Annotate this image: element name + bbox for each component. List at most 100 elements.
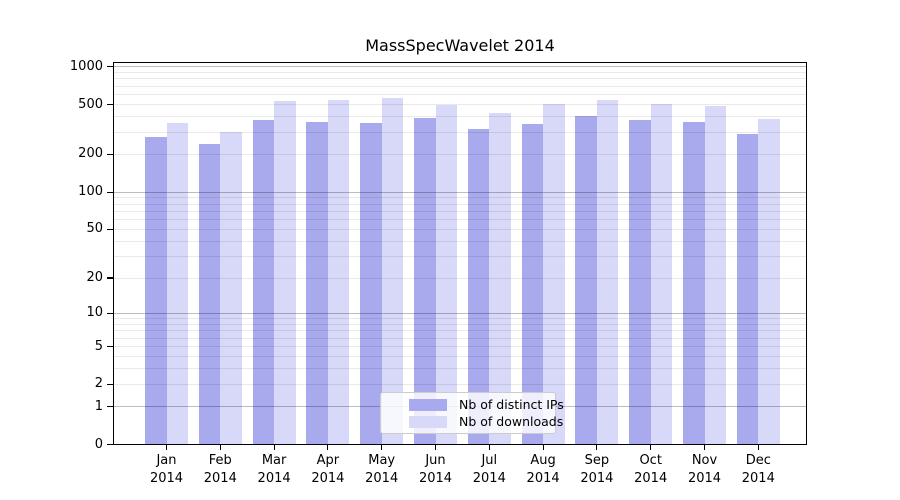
x-tick-label: Sep 2014 bbox=[567, 452, 627, 488]
x-tick-month: Dec bbox=[745, 453, 771, 468]
y-tick-mark bbox=[107, 228, 113, 231]
bar-distinct-ips bbox=[683, 121, 705, 445]
y-tick-label: 20 bbox=[86, 270, 103, 285]
bar-distinct-ips bbox=[629, 119, 651, 445]
x-tick-label: Jun 2014 bbox=[406, 452, 466, 488]
y-tick-mark bbox=[107, 312, 113, 314]
x-tick-year: 2014 bbox=[634, 471, 668, 486]
x-tick-month: Feb bbox=[208, 453, 232, 468]
x-tick-label: Jan 2014 bbox=[137, 452, 197, 488]
x-tick-mark bbox=[273, 445, 275, 450]
y-tick-mark bbox=[107, 153, 113, 156]
bar-distinct-ips bbox=[414, 118, 436, 445]
legend-swatch-distinct-ips bbox=[409, 399, 447, 411]
bar-distinct-ips bbox=[360, 123, 382, 445]
x-tick-year: 2014 bbox=[418, 471, 453, 486]
bar-distinct-ips bbox=[467, 129, 490, 445]
y-tick-label: 100 bbox=[78, 184, 103, 200]
y-tick-label: 0 bbox=[94, 436, 103, 452]
y-tick-mark bbox=[107, 345, 113, 348]
x-tick-month: Nov bbox=[691, 453, 718, 468]
bar-downloads bbox=[274, 100, 296, 445]
bar-downloads bbox=[650, 104, 673, 445]
y-tick-mark bbox=[107, 277, 113, 279]
x-tick-month: Aug bbox=[530, 453, 556, 468]
x-tick-label: Oct 2014 bbox=[621, 452, 681, 488]
x-tick-year: 2014 bbox=[203, 471, 237, 486]
y-tick-mark bbox=[107, 405, 113, 408]
y-tick-label: 1 bbox=[94, 398, 103, 414]
bar-distinct-ips bbox=[575, 116, 597, 445]
x-tick-year: 2014 bbox=[580, 471, 614, 486]
minor-gridline bbox=[114, 116, 806, 118]
x-tick-year: 2014 bbox=[149, 471, 184, 486]
bar-distinct-ips bbox=[252, 119, 275, 445]
x-tick-mark bbox=[488, 445, 490, 450]
y-tick-mark bbox=[107, 66, 113, 68]
x-tick-month: May bbox=[368, 453, 396, 468]
x-tick-label: Feb 2014 bbox=[190, 452, 250, 488]
x-tick-mark bbox=[165, 445, 168, 450]
y-tick-mark bbox=[107, 383, 113, 385]
bar-downloads bbox=[489, 112, 511, 445]
bar-downloads bbox=[758, 119, 780, 445]
x-tick-mark bbox=[381, 445, 383, 450]
bar-downloads bbox=[166, 123, 188, 445]
bar-downloads bbox=[220, 131, 242, 445]
x-tick-year: 2014 bbox=[365, 471, 399, 486]
y-tick-label: 1000 bbox=[69, 58, 103, 74]
bar-distinct-ips bbox=[521, 124, 544, 445]
bar-distinct-ips bbox=[145, 136, 167, 445]
x-tick-label: Jul 2014 bbox=[459, 452, 519, 488]
x-tick-month: Oct bbox=[639, 453, 662, 468]
legend-label-downloads: Nb of downloads bbox=[459, 414, 564, 429]
y-tick-label: 5 bbox=[94, 338, 103, 354]
bar-downloads bbox=[596, 99, 619, 445]
x-tick-mark bbox=[542, 445, 544, 450]
bar-distinct-ips bbox=[736, 134, 759, 445]
minor-gridline bbox=[114, 104, 806, 106]
legend-label-distinct-ips: Nb of distinct IPs bbox=[459, 397, 564, 412]
y-tick-label: 500 bbox=[78, 96, 103, 112]
y-tick-mark bbox=[107, 443, 113, 446]
chart-title: MassSpecWavelet 2014 bbox=[365, 36, 555, 55]
x-tick-month: Sep bbox=[584, 453, 610, 468]
x-tick-month: Jun bbox=[425, 453, 446, 468]
bar-distinct-ips bbox=[198, 144, 221, 445]
minor-gridline bbox=[114, 71, 806, 73]
minor-gridline bbox=[114, 78, 806, 80]
x-tick-mark bbox=[757, 445, 759, 450]
x-tick-mark bbox=[703, 445, 706, 450]
x-tick-mark bbox=[327, 445, 329, 450]
bar-downloads bbox=[704, 106, 726, 445]
bar-downloads bbox=[543, 104, 565, 445]
bar-distinct-ips bbox=[306, 122, 328, 445]
minor-gridline bbox=[114, 85, 806, 87]
y-tick-label: 2 bbox=[94, 376, 103, 392]
bar-downloads bbox=[327, 99, 350, 445]
x-tick-label: Dec 2014 bbox=[728, 452, 788, 488]
x-tick-mark bbox=[596, 445, 598, 450]
bar-downloads bbox=[381, 97, 404, 445]
bar-downloads bbox=[435, 104, 457, 445]
x-tick-month: Apr bbox=[316, 453, 340, 468]
x-tick-year: 2014 bbox=[311, 471, 345, 486]
x-tick-month: Jul bbox=[481, 453, 498, 468]
y-tick-label: 10 bbox=[86, 305, 103, 321]
x-tick-year: 2014 bbox=[741, 471, 775, 486]
y-tick-mark bbox=[107, 191, 113, 193]
x-tick-label: May 2014 bbox=[352, 452, 412, 488]
x-tick-label: Nov 2014 bbox=[675, 452, 735, 488]
x-tick-label: Aug 2014 bbox=[513, 452, 573, 488]
y-tick-label: 50 bbox=[86, 221, 103, 237]
y-tick-mark bbox=[107, 103, 113, 106]
x-tick-year: 2014 bbox=[472, 471, 506, 486]
x-tick-month: Jan bbox=[156, 453, 177, 468]
x-tick-label: Mar 2014 bbox=[244, 452, 304, 488]
x-tick-year: 2014 bbox=[526, 471, 560, 486]
x-tick-month: Mar bbox=[261, 453, 287, 468]
x-tick-year: 2014 bbox=[257, 471, 291, 486]
x-tick-mark bbox=[434, 445, 437, 450]
x-tick-mark bbox=[650, 445, 652, 450]
